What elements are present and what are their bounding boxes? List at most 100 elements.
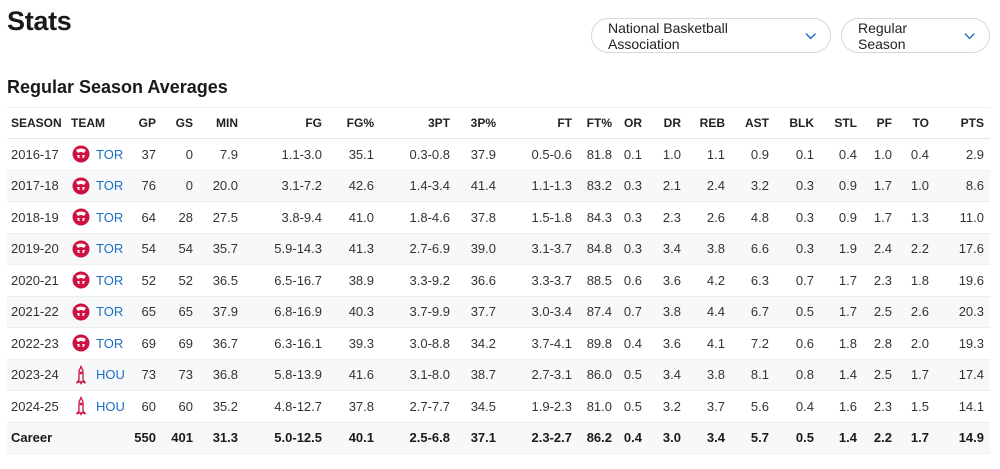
raptors-logo-icon[interactable]: [71, 176, 91, 196]
raptors-logo-icon[interactable]: [71, 239, 91, 259]
table-row: 2018-19 TOR 64 28 27.5 3.8-9.4 41.0 1.8-4.6 37.8…: [7, 201, 990, 234]
stat-cell-3p: 38.7: [456, 359, 502, 391]
team-link[interactable]: TOR: [96, 241, 124, 257]
column-header-pts[interactable]: PTS: [935, 107, 990, 139]
team-link[interactable]: HOU: [96, 367, 125, 383]
chevron-down-icon: [805, 32, 816, 39]
stat-cell-fg: 6.5-16.7: [244, 264, 328, 297]
stat-cell-ft: 86.0: [578, 359, 618, 391]
stat-cell-dr: 3.8: [648, 296, 687, 328]
career-row: Career 550 401 31.3 5.0-12.5 40.1 2.5-6.8 37.1 2…: [7, 422, 990, 454]
stat-cell-stl: 0.4: [820, 138, 863, 171]
team-link[interactable]: TOR: [96, 146, 124, 162]
team-link[interactable]: TOR: [96, 272, 124, 288]
rockets-logo-icon[interactable]: [71, 364, 91, 385]
career-stat-fg: 5.0-12.5: [244, 422, 328, 454]
team-link[interactable]: TOR: [96, 209, 124, 225]
rockets-logo-icon[interactable]: [71, 396, 91, 417]
stat-cell-stl: 1.6: [820, 390, 863, 423]
stat-cell-stl: 1.4: [820, 359, 863, 391]
stat-cell-3pt: 1.4-3.4: [380, 170, 456, 202]
team-link[interactable]: TOR: [96, 178, 124, 194]
column-header-min[interactable]: MIN: [199, 107, 244, 139]
stat-cell-blk: 0.5: [775, 296, 820, 328]
stat-cell-pf: 2.3: [863, 264, 898, 297]
stat-cell-ft: 3.0-3.4: [502, 296, 578, 328]
stat-cell-3p: 39.0: [456, 233, 502, 265]
stat-cell-3p: 37.9: [456, 138, 502, 171]
career-stat-to: 1.7: [898, 422, 935, 454]
career-stat-or: 0.4: [618, 422, 648, 454]
stat-cell-fg: 6.8-16.9: [244, 296, 328, 328]
column-header-reb[interactable]: REB: [687, 107, 731, 139]
team-link[interactable]: TOR: [96, 304, 124, 320]
raptors-logo-icon[interactable]: [71, 270, 91, 290]
stat-cell-ft: 81.0: [578, 390, 618, 423]
stat-cell-fg: 41.3: [328, 233, 380, 265]
stat-cell-dr: 3.6: [648, 327, 687, 360]
raptors-logo-icon[interactable]: [71, 333, 91, 353]
stat-cell-ast: 5.6: [731, 390, 775, 423]
column-header-blk[interactable]: BLK: [775, 107, 820, 139]
stat-cell-dr: 2.1: [648, 170, 687, 202]
column-header-pf[interactable]: PF: [863, 107, 898, 139]
column-header-to[interactable]: TO: [898, 107, 935, 139]
stat-cell-dr: 1.0: [648, 138, 687, 171]
stat-cell-ast: 6.6: [731, 233, 775, 265]
stat-cell-gp: 73: [129, 359, 162, 391]
stat-cell-dr: 3.2: [648, 390, 687, 423]
stat-cell-pf: 2.5: [863, 296, 898, 328]
stat-cell-blk: 0.3: [775, 170, 820, 202]
season-cell: 2020-21: [7, 264, 67, 297]
column-header-gs[interactable]: GS: [162, 107, 199, 139]
column-header-3p[interactable]: 3P%: [456, 107, 502, 139]
column-header-or[interactable]: OR: [618, 107, 648, 139]
stat-cell-ast: 8.1: [731, 359, 775, 391]
team-link[interactable]: TOR: [96, 335, 124, 351]
career-stat-pf: 2.2: [863, 422, 898, 454]
column-header-ft[interactable]: FT%: [578, 107, 618, 139]
table-row: 2021-22 TOR 65 65 37.9 6.8-16.9 40.3 3.7-9.9 37.…: [7, 296, 990, 328]
stat-cell-pts: 17.6: [935, 233, 990, 265]
stat-cell-3pt: 1.8-4.6: [380, 201, 456, 234]
column-header-team[interactable]: TEAM: [67, 107, 129, 139]
column-header-ft[interactable]: FT: [502, 107, 578, 139]
column-header-dr[interactable]: DR: [648, 107, 687, 139]
stat-cell-3pt: 0.3-0.8: [380, 138, 456, 171]
column-header-3pt[interactable]: 3PT: [380, 107, 456, 139]
season-cell: 2021-22: [7, 296, 67, 328]
column-header-season[interactable]: SEASON: [7, 107, 67, 139]
stat-cell-reb: 1.1: [687, 138, 731, 171]
team-link[interactable]: HOU: [96, 398, 125, 414]
league-dropdown[interactable]: National Basketball Association: [591, 18, 831, 53]
stat-cell-ast: 0.9: [731, 138, 775, 171]
chevron-down-icon: [964, 32, 975, 39]
stat-cell-dr: 3.4: [648, 359, 687, 391]
stat-cell-gp: 76: [129, 170, 162, 202]
column-header-fg[interactable]: FG: [244, 107, 328, 139]
stat-cell-to: 1.7: [898, 359, 935, 391]
stat-cell-reb: 3.8: [687, 359, 731, 391]
stat-cell-ast: 6.3: [731, 264, 775, 297]
column-header-ast[interactable]: AST: [731, 107, 775, 139]
stat-cell-reb: 4.2: [687, 264, 731, 297]
stat-cell-ft: 3.1-3.7: [502, 233, 578, 265]
stat-cell-dr: 3.6: [648, 264, 687, 297]
column-header-fg[interactable]: FG%: [328, 107, 380, 139]
stat-cell-pf: 2.4: [863, 233, 898, 265]
raptors-logo-icon[interactable]: [71, 207, 91, 227]
stat-cell-or: 0.1: [618, 138, 648, 171]
season-type-dropdown[interactable]: Regular Season: [841, 18, 990, 53]
raptors-logo-icon[interactable]: [71, 302, 91, 322]
stat-cell-min: 7.9: [199, 138, 244, 171]
stat-cell-gp: 69: [129, 327, 162, 360]
raptors-logo-icon[interactable]: [71, 144, 91, 164]
column-header-gp[interactable]: GP: [129, 107, 162, 139]
career-stat-blk: 0.5: [775, 422, 820, 454]
stat-cell-gs: 65: [162, 296, 199, 328]
stat-cell-pts: 17.4: [935, 359, 990, 391]
team-cell: TOR: [67, 296, 129, 328]
stat-cell-reb: 2.4: [687, 170, 731, 202]
column-header-stl[interactable]: STL: [820, 107, 863, 139]
stat-cell-dr: 2.3: [648, 201, 687, 234]
